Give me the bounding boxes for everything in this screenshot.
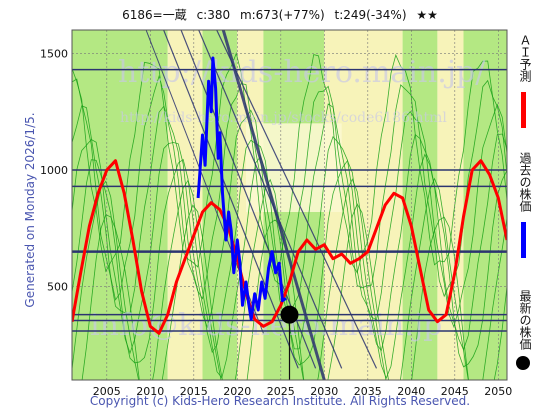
rating-stars: ★★ [416,8,438,22]
generated-date: Generated on Monday 2026/1/5. [23,112,37,308]
legend-ai-label: ＡＩ予測 [518,34,532,82]
x-tick-label-1: 2010 [136,385,164,398]
chart-header: 6186=一蔵 c:380 m:673(+77%) t:249(-34%) ★★ [0,6,560,23]
plot-frame [71,29,508,381]
x-tick-label-2: 2015 [180,385,208,398]
median-target-label: m:673(+77%) [239,8,325,22]
past-price-line [196,56,287,321]
legend-latest-label: 最新の株価 [518,290,532,350]
watermark-line-2: http://kids-hero.main.jp/stocks/code6186… [120,110,447,126]
trend-line-0 [162,30,299,369]
stock-code-name: 6186=一蔵 [122,8,187,22]
range-line-6 [72,51,507,276]
trend-target-label: t:249(-34%) [334,8,407,22]
x-tick-label-4: 2025 [267,385,295,398]
trend-line-3 [216,30,378,369]
x-tick-label-9: 2050 [484,385,512,398]
latest-price-dot [280,305,299,324]
legend-past-label: 過去の株価 [518,152,532,212]
y-tick-label-0: 500 [47,281,68,294]
trend-line-2 [198,30,343,369]
legend-ai-swatch [521,92,526,128]
band-1 [167,30,203,380]
y-axis-ticks: 500 1000 1500 [40,47,68,293]
x-tick-label-6: 2035 [354,385,382,398]
x-tick-label-0: 2005 [93,385,121,398]
current-price-label: c:380 [196,8,231,22]
y-tick-label-1: 1000 [40,164,68,177]
trend-line-5 [221,30,326,380]
x-tick-label-7: 2040 [397,385,425,398]
legend-latest-swatch [516,356,530,370]
x-tick-label-5: 2030 [310,385,338,398]
ai-forecast-line [72,159,507,335]
series-lines [72,56,507,335]
copyright: Copyright (c) Kids-Hero Research Institu… [89,394,471,408]
range-line-1 [72,177,507,380]
legend-past-swatch [521,222,526,258]
latest-marker [280,305,299,380]
band-core [246,123,342,212]
watermark-line-1: http://kids-hero.main.jp/ [118,55,486,90]
x-tick-label-8: 2045 [441,385,469,398]
x-axis-ticks: 2005 2010 2015 2020 2025 2030 2035 2040 2045 2050 [93,385,512,398]
y-tick-label-2: 1500 [40,47,68,60]
x-tick-label-3: 2020 [223,385,251,398]
